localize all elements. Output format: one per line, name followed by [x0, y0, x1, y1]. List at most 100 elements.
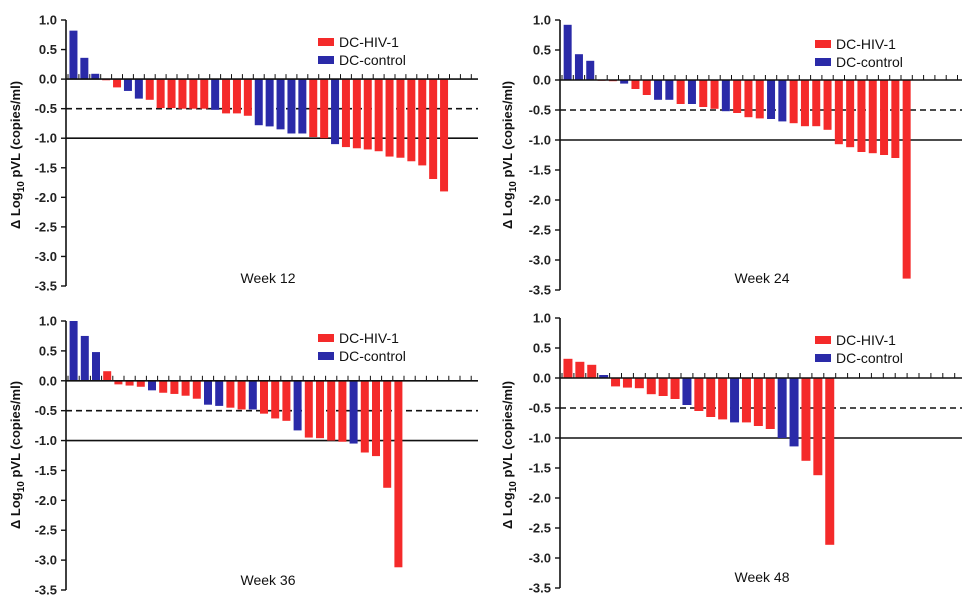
bar-control	[91, 73, 100, 80]
bar-hiv	[385, 79, 394, 157]
legend-label-hiv: DC-HIV-1	[836, 332, 896, 348]
y-tick-label: -1.5	[35, 463, 57, 478]
bar-hiv	[801, 378, 811, 461]
bar-control	[654, 80, 663, 100]
bar-hiv	[834, 80, 843, 145]
bar-hiv	[178, 79, 187, 109]
bar-hiv	[309, 79, 318, 138]
bar-hiv	[733, 80, 742, 113]
panel-title: Week 36	[241, 572, 296, 588]
y-tick-label: 0.0	[39, 373, 57, 388]
bar-hiv	[440, 79, 449, 192]
bar-control	[349, 380, 358, 444]
bar-hiv	[352, 79, 361, 149]
bar-hiv	[902, 80, 911, 279]
y-tick-label: -2.0	[35, 190, 57, 205]
bar-hiv	[327, 380, 336, 441]
bar-hiv	[338, 380, 347, 442]
y-tick-label: -3.5	[529, 581, 551, 595]
bar-hiv	[789, 80, 798, 124]
bar-control	[80, 335, 89, 381]
bar-hiv	[394, 380, 403, 568]
y-tick-label: -1.0	[529, 133, 551, 148]
y-tick-label: -2.0	[35, 493, 57, 508]
y-tick-label: -1.0	[35, 433, 57, 448]
bar-hiv	[113, 79, 122, 88]
bar-hiv	[634, 378, 644, 389]
bar-control	[721, 80, 730, 112]
bar-hiv	[812, 80, 821, 127]
bar-hiv	[114, 380, 123, 385]
bar-hiv	[222, 79, 231, 114]
bar-hiv	[891, 80, 900, 158]
bar-control	[767, 80, 776, 119]
legend-swatch-hiv	[815, 336, 831, 344]
y-tick-label: -1.5	[529, 163, 551, 178]
y-tick-label: 0.5	[533, 341, 551, 356]
y-tick-label: -3.5	[529, 283, 551, 298]
bar-hiv	[363, 79, 372, 150]
y-tick-label: -1.0	[529, 431, 551, 446]
bar-hiv	[710, 80, 719, 109]
y-tick-label: 0.0	[39, 72, 57, 87]
bar-hiv	[243, 79, 252, 116]
bar-control	[778, 80, 787, 122]
legend-swatch-hiv	[815, 40, 831, 48]
legend-label-hiv: DC-HIV-1	[339, 34, 399, 50]
bar-hiv	[200, 79, 209, 109]
bar-hiv	[658, 378, 668, 396]
bar-hiv	[125, 380, 134, 386]
bar-control	[248, 380, 257, 410]
bar-hiv	[159, 380, 168, 393]
bar-hiv	[237, 380, 246, 410]
bar-hiv	[103, 371, 112, 381]
y-axis-label: Δ Log10 pVL (copies/ml)	[500, 381, 519, 529]
bar-control	[777, 378, 787, 438]
panel-title: Week 12	[241, 270, 296, 286]
bar-control	[298, 79, 307, 134]
y-tick-label: -2.5	[529, 223, 551, 238]
bar-hiv	[304, 380, 313, 438]
bar-control	[92, 352, 100, 381]
legend-swatch-control	[815, 354, 831, 362]
y-tick-label: -3.5	[35, 279, 57, 294]
bar-control	[265, 79, 274, 127]
bar-hiv	[857, 80, 866, 152]
bar-hiv	[383, 380, 392, 488]
bar-control	[254, 79, 263, 126]
bar-hiv	[825, 378, 835, 545]
chart-panel-2: 1.0 0.5 0.0 -0.5 -1.0 -1.5 -2.0 -2.5 -3.0 -3.5 Δ L…	[500, 13, 962, 298]
bar-hiv	[631, 80, 640, 89]
bar-hiv	[741, 378, 751, 423]
y-tick-label: 0.5	[39, 42, 57, 57]
bar-hiv	[316, 380, 324, 439]
legend-swatch-control	[318, 56, 334, 64]
bar-hiv	[706, 378, 716, 417]
legend-label-control: DC-control	[836, 350, 903, 366]
legend-swatch-control	[815, 58, 831, 66]
y-tick-label: 0.5	[39, 343, 57, 358]
y-tick-label: -3.0	[35, 553, 57, 568]
bar-hiv	[744, 80, 753, 118]
bar-hiv	[271, 380, 280, 419]
bar-hiv	[407, 79, 416, 162]
bar-hiv	[676, 80, 685, 104]
panel-title: Week 24	[735, 270, 790, 286]
bar-hiv	[753, 378, 763, 426]
legend-label-control: DC-control	[836, 54, 903, 70]
bar-control	[69, 321, 78, 381]
legend-label-control: DC-control	[339, 52, 406, 68]
bar-control	[599, 375, 609, 378]
bar-control	[620, 80, 629, 84]
legend-label-hiv: DC-HIV-1	[339, 330, 399, 346]
bar-control	[80, 57, 89, 80]
bar-hiv	[868, 80, 877, 154]
y-tick-label: -3.0	[529, 253, 551, 268]
chart-panel-3: 1.0 0.5 0.0 -0.5 -1.0 -1.5 -2.0 -2.5 -3.0 -3.5 Δ L…	[8, 314, 478, 595]
bar-control	[293, 380, 302, 431]
y-tick-label: -1.5	[529, 461, 551, 476]
chart-panel-4: 1.0 0.5 0.0 -0.5 -1.0 -1.5 -2.0 -2.5 -3.0 -3.5 Δ L…	[500, 311, 962, 595]
panel-title: Week 48	[735, 569, 790, 585]
y-tick-label: -2.5	[529, 521, 551, 536]
y-tick-label: 1.0	[39, 13, 57, 28]
